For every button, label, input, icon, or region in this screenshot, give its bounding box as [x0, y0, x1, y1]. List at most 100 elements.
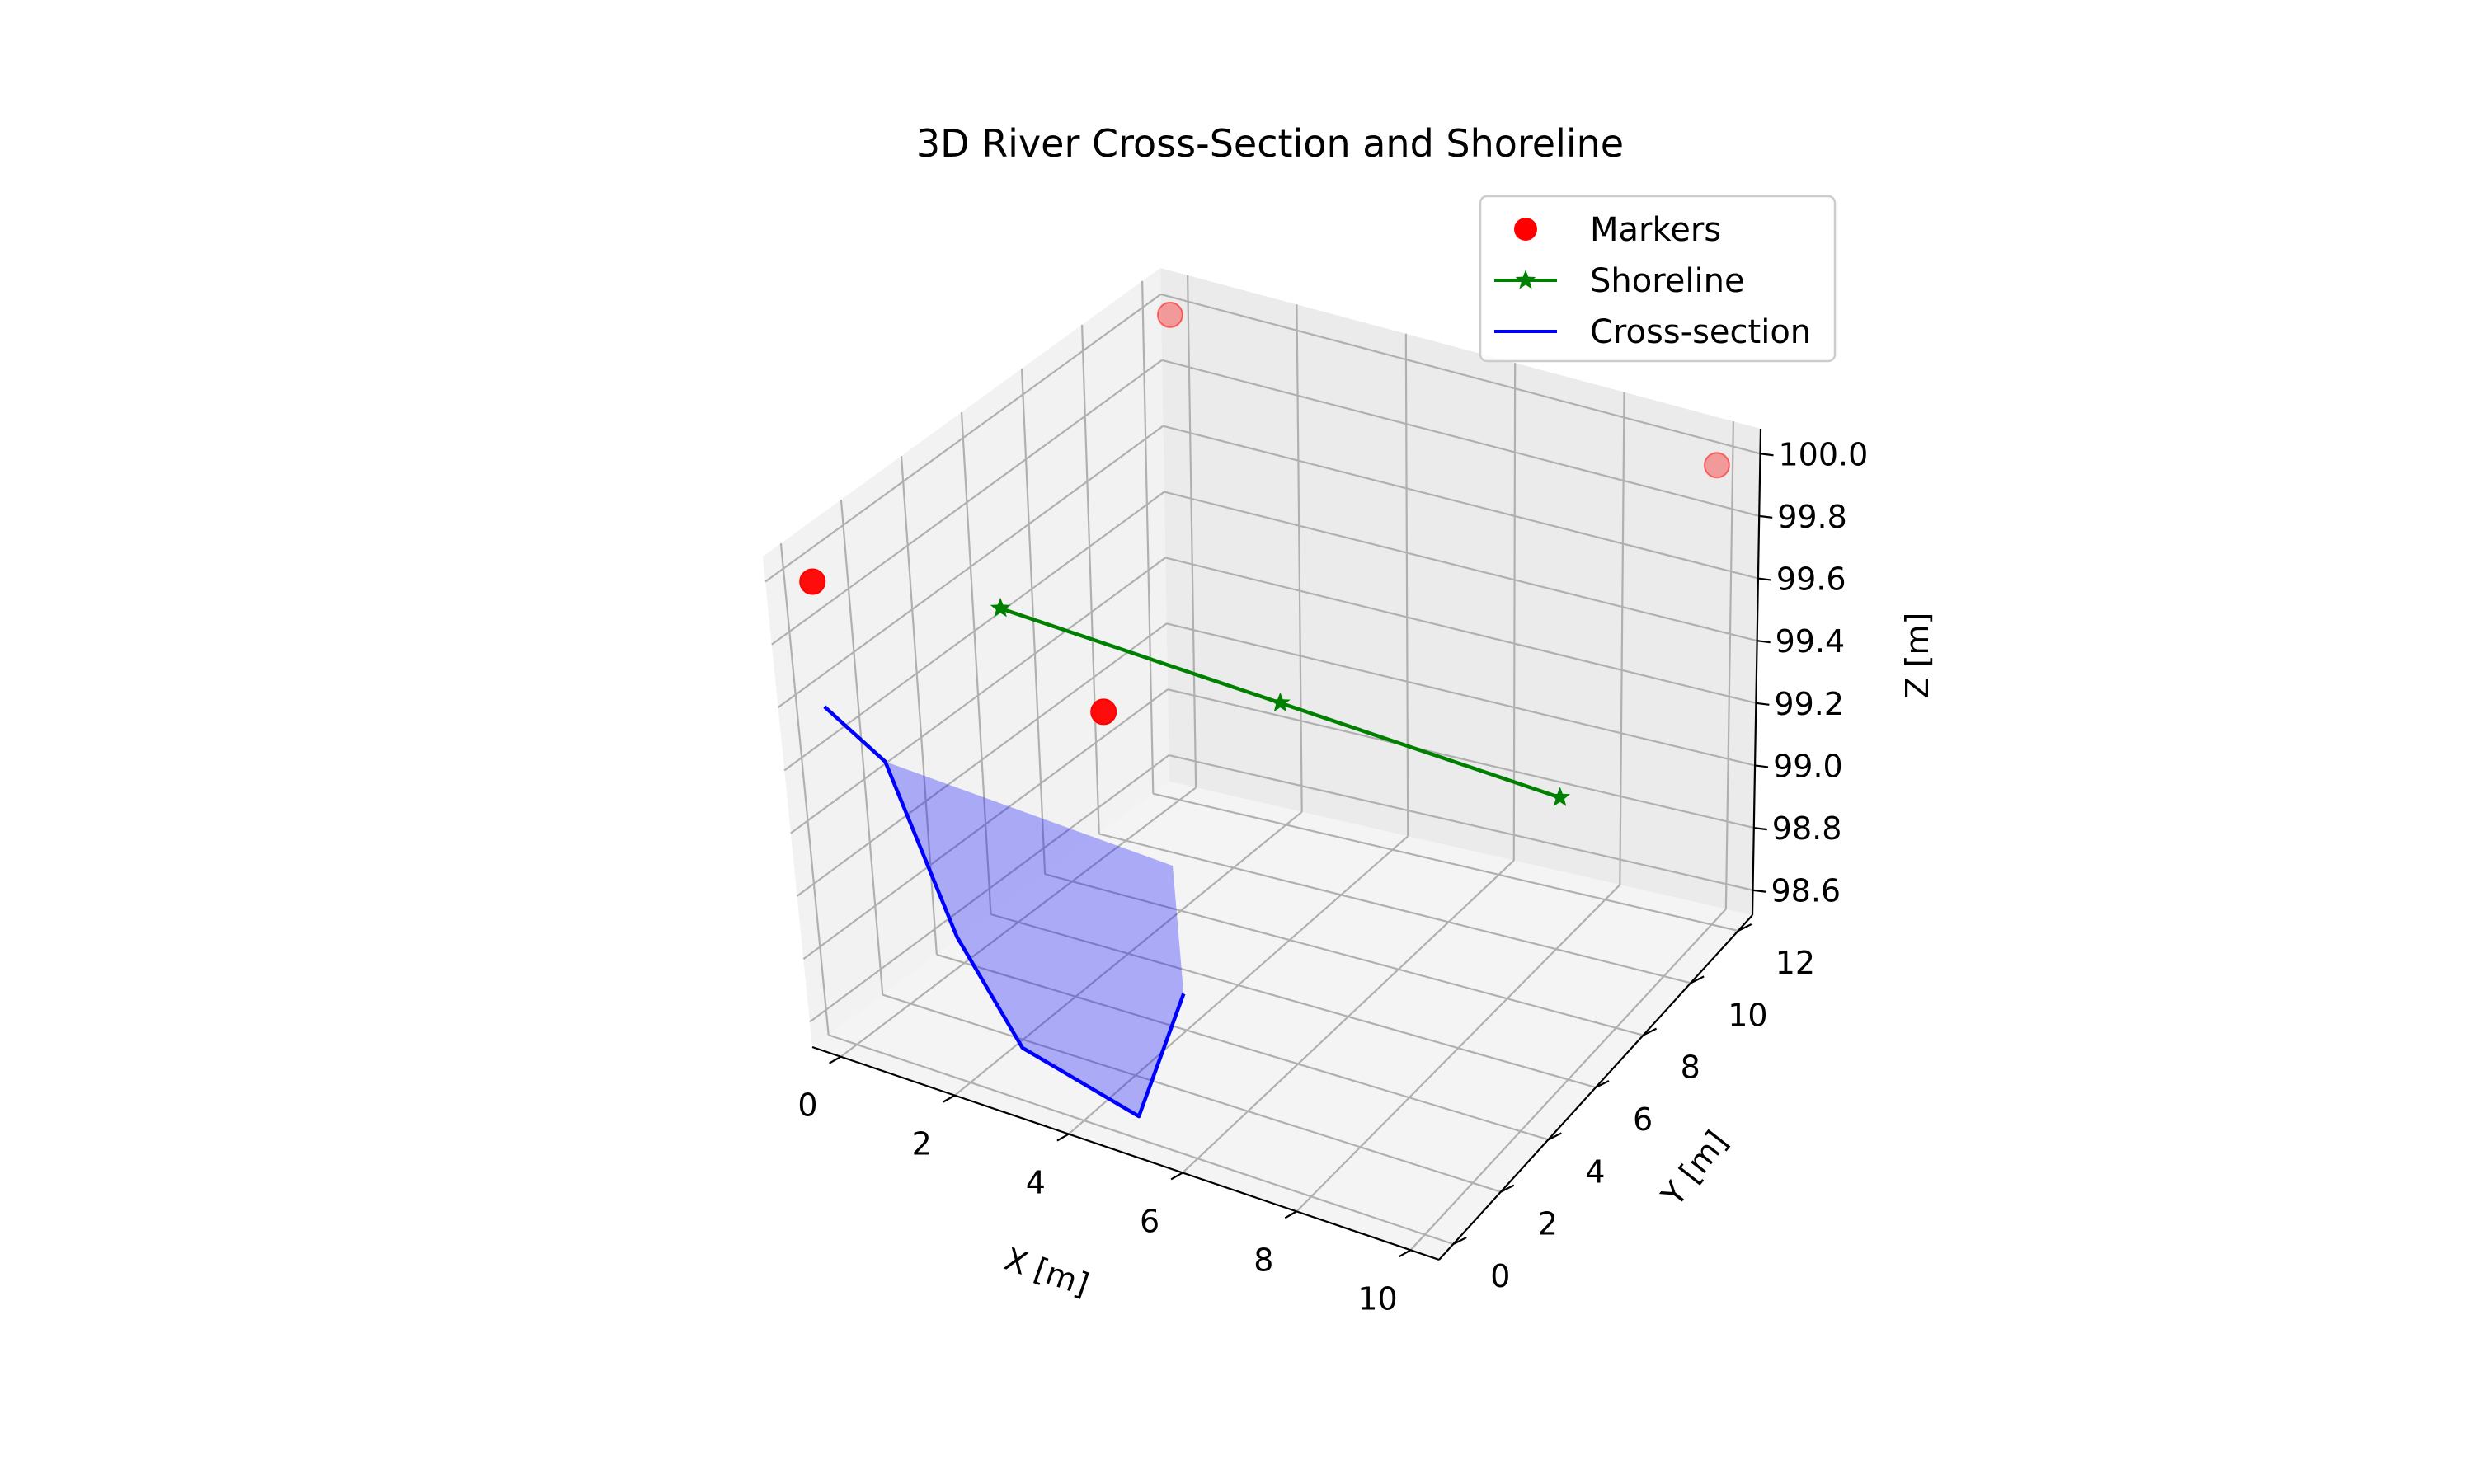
grid-line-z-side	[771, 359, 1163, 646]
z-tick-label: 99.4	[1776, 623, 1846, 660]
z-tick-label: 98.6	[1771, 873, 1841, 909]
y-tick	[1595, 1080, 1610, 1088]
y-tick-label: 12	[1776, 945, 1815, 981]
grid-line-y-floor	[1153, 792, 1738, 932]
x-tick	[828, 1055, 842, 1064]
x-tick-label: 4	[1026, 1165, 1046, 1201]
z-axis-label: Z [m]	[1899, 613, 1935, 699]
pane-back-y	[1160, 268, 1761, 915]
z-tick-label: 99.0	[1773, 749, 1843, 785]
grid-line-z-back	[1167, 688, 1755, 829]
legend-markers-label: Markers	[1590, 211, 1721, 249]
grid-line-z-side	[809, 754, 1170, 1023]
z-tick	[1757, 640, 1771, 644]
axes-ticks: 024681002468101298.698.899.099.299.499.6…	[797, 436, 1868, 1317]
z-tick	[1760, 453, 1774, 457]
x-tick-label: 2	[912, 1126, 932, 1162]
cross-section-fill	[824, 707, 1184, 1117]
grid-line-z-side	[764, 294, 1162, 583]
grid-line-z-back	[1161, 359, 1760, 517]
z-tick	[1753, 827, 1767, 831]
grid-line-y-floor	[882, 993, 1502, 1193]
grid-line-z-side	[777, 425, 1164, 708]
x-tick	[1398, 1249, 1412, 1258]
grid-line-z-back	[1164, 491, 1757, 642]
y-tick	[1690, 975, 1705, 984]
legend-shoreline-star	[1515, 270, 1536, 289]
data-layer	[799, 301, 1730, 1119]
grid-line-x-back	[1724, 421, 1735, 909]
grid-line-y-floor	[828, 1034, 1454, 1246]
grid-line-y-floor	[1098, 833, 1691, 984]
z-tick-label: 99.6	[1776, 561, 1846, 598]
grid-line-x-back	[1296, 304, 1303, 812]
z-tick	[1754, 764, 1769, 768]
z-axis-line	[1751, 428, 1762, 916]
grid-line-x-back	[1619, 392, 1625, 885]
grid-line-z-side	[796, 622, 1168, 897]
pane-side-x	[763, 268, 1169, 1047]
shoreline-point	[1550, 787, 1570, 806]
grid-line-y-side	[779, 542, 830, 1036]
axes-grid	[764, 275, 1761, 1252]
x-tick-label: 6	[1140, 1204, 1159, 1240]
legend-cross-section-label: Cross-section	[1590, 313, 1811, 351]
marker-point	[1090, 698, 1117, 726]
grid-line-y-side	[840, 499, 884, 995]
grid-line-y-side	[1141, 280, 1155, 794]
grid-line-z-back	[1160, 293, 1761, 455]
y-tick-label: 4	[1585, 1153, 1605, 1190]
grid-line-y-side	[960, 411, 992, 915]
grid-line-z-side	[802, 688, 1169, 960]
y-tick-label: 10	[1728, 997, 1767, 1033]
x-tick	[943, 1094, 956, 1103]
grid-line-z-back	[1163, 425, 1759, 580]
z-tick	[1757, 577, 1772, 581]
x-axis-line	[811, 1045, 1440, 1261]
grid-line-y-floor	[936, 953, 1549, 1141]
x-tick	[1170, 1172, 1183, 1181]
z-tick-label: 98.8	[1772, 810, 1842, 847]
y-tick	[1643, 1027, 1658, 1036]
y-tick-label: 8	[1681, 1050, 1700, 1086]
y-tick-label: 2	[1538, 1206, 1558, 1242]
y-tick	[1738, 923, 1752, 932]
legend-markers-swatch	[1514, 218, 1537, 241]
grid-line-x-back	[1512, 363, 1517, 861]
y-tick-label: 0	[1490, 1258, 1510, 1294]
y-tick	[1500, 1184, 1515, 1193]
legend-shoreline-label: Shoreline	[1590, 262, 1745, 300]
y-tick-label: 6	[1633, 1101, 1653, 1138]
z-tick	[1752, 889, 1766, 893]
shoreline-point	[1270, 692, 1291, 712]
y-axis-label: Y [m]	[1653, 1124, 1734, 1213]
legend-box	[1479, 195, 1837, 363]
z-tick	[1759, 514, 1773, 519]
x-tick	[1056, 1133, 1070, 1142]
axes-panes	[763, 268, 1761, 1260]
x-tick	[1284, 1210, 1297, 1219]
grid-line-x-back	[1404, 333, 1409, 837]
marker-point	[1703, 452, 1730, 479]
z-tick-label: 99.2	[1774, 686, 1844, 722]
legend: Markers Shoreline Cross-section	[1479, 195, 1837, 363]
grid-line-x-back	[1186, 275, 1197, 788]
grid-line-z-back	[1164, 556, 1757, 704]
y-tick	[1452, 1237, 1467, 1245]
grid-line-z-back	[1166, 622, 1756, 767]
grid-line-z-side	[790, 556, 1166, 834]
z-tick-label: 100.0	[1779, 436, 1869, 472]
chart-title: 3D River Cross-Section and Shoreline	[916, 121, 1624, 166]
grid-line-z-side	[783, 491, 1165, 772]
x-tick-label: 10	[1357, 1280, 1397, 1317]
y-tick	[1547, 1132, 1562, 1141]
x-axis-label: X [m]	[1000, 1241, 1094, 1303]
grid-line-y-floor	[990, 913, 1597, 1089]
shoreline-point	[990, 597, 1011, 618]
marker-point	[1156, 301, 1183, 328]
grid-line-y-floor	[1044, 873, 1644, 1036]
marker-point	[799, 568, 826, 595]
x-tick-label: 8	[1253, 1242, 1273, 1278]
z-tick-label: 99.8	[1777, 499, 1847, 535]
grid-line-z-back	[1169, 754, 1753, 891]
